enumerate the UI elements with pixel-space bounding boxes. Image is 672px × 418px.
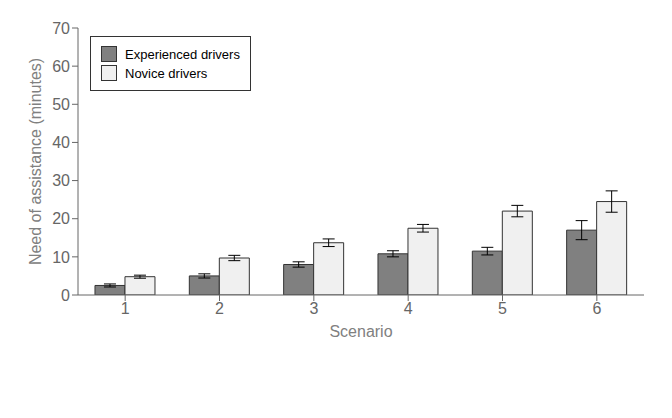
svg-text:30: 30	[52, 172, 70, 189]
svg-text:0: 0	[61, 287, 70, 304]
svg-text:2: 2	[215, 300, 224, 317]
html-text:Experienced drivers: Experienced drivers	[125, 46, 240, 62]
svg-text:1: 1	[121, 300, 130, 317]
svg-text:50: 50	[52, 96, 70, 113]
svg-text:10: 10	[52, 249, 70, 266]
svg-text:4: 4	[404, 300, 413, 317]
svg-text:40: 40	[52, 134, 70, 151]
html-text:Novice drivers: Novice drivers	[125, 65, 208, 81]
svg-text:Need of assistance (minutes): Need of assistance (minutes)	[27, 58, 44, 265]
svg-text:Scenario: Scenario	[329, 323, 392, 340]
svg-text:5: 5	[498, 300, 507, 317]
svg-text:60: 60	[52, 58, 70, 75]
svg-text:20: 20	[52, 210, 70, 227]
svg-text:3: 3	[309, 300, 318, 317]
svg-text:70: 70	[52, 20, 70, 37]
svg-text:6: 6	[592, 300, 601, 317]
